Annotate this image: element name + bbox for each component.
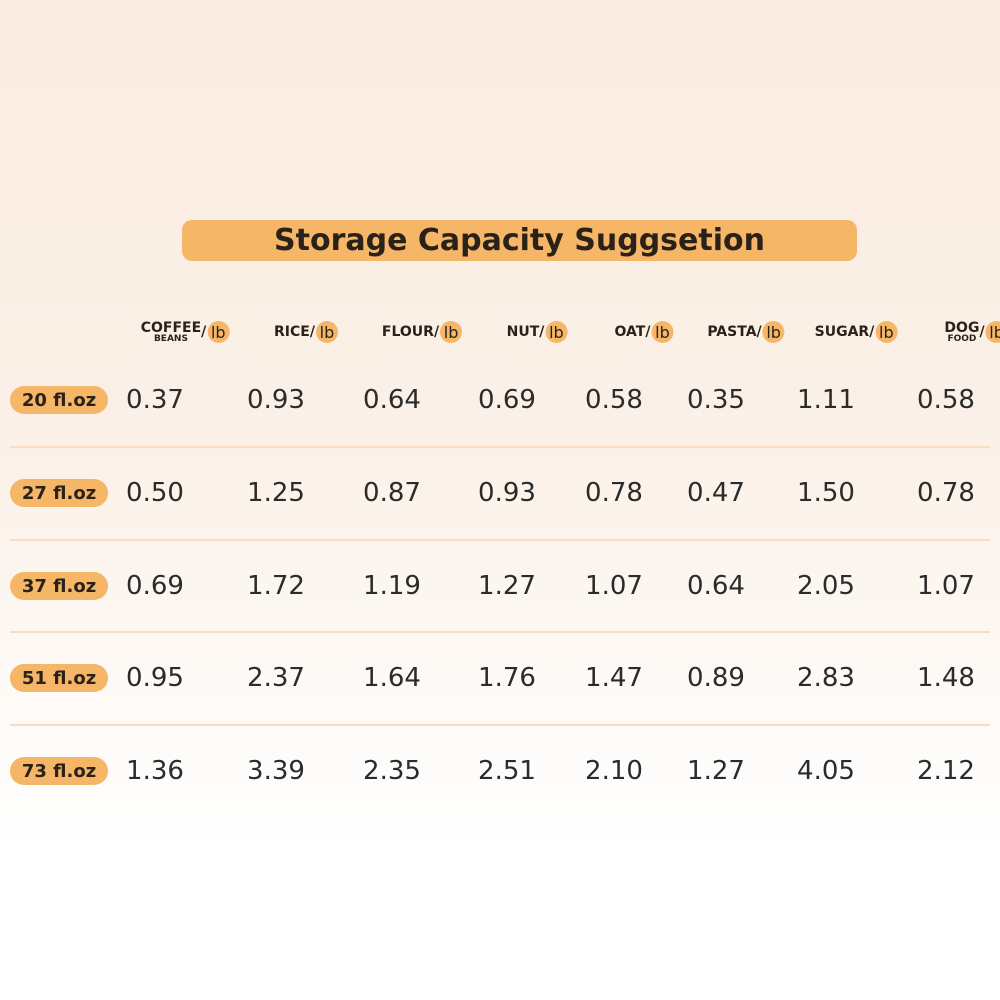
cell: 0.89 bbox=[687, 663, 745, 693]
column-header: COFFEE BEANS / lb bbox=[141, 312, 230, 352]
header-sublabel: BEANS bbox=[153, 333, 188, 344]
cell: 0.95 bbox=[126, 663, 184, 693]
cell: 1.47 bbox=[585, 663, 643, 693]
column-header: NUT / lb bbox=[507, 312, 568, 352]
header-sublabel: FOOD bbox=[947, 333, 977, 344]
cell: 0.93 bbox=[478, 478, 536, 508]
cell: 2.51 bbox=[478, 756, 536, 786]
header-sep: / bbox=[433, 324, 440, 340]
header-label: FLOUR bbox=[381, 324, 434, 340]
cell: 0.35 bbox=[687, 385, 745, 415]
cell: 2.10 bbox=[585, 756, 643, 786]
cell: 1.76 bbox=[478, 663, 536, 693]
cell: 1.72 bbox=[247, 571, 305, 601]
cell: 0.50 bbox=[126, 478, 184, 508]
cell: 1.27 bbox=[478, 571, 536, 601]
cell: 3.39 bbox=[247, 756, 305, 786]
row-label: 27 fl.oz bbox=[10, 479, 108, 507]
cell: 2.12 bbox=[917, 756, 975, 786]
row-separator bbox=[10, 631, 990, 633]
cell: 0.64 bbox=[687, 571, 745, 601]
row-separator bbox=[10, 723, 990, 726]
header-sep: / bbox=[201, 324, 207, 340]
row-separator bbox=[10, 445, 990, 448]
cell: 0.37 bbox=[126, 385, 184, 415]
cell: 0.93 bbox=[247, 385, 305, 415]
header-stack: COFFEE BEANS bbox=[141, 321, 201, 344]
cell: 0.47 bbox=[687, 478, 745, 508]
cell: 1.27 bbox=[687, 756, 745, 786]
header-label: RICE bbox=[274, 324, 310, 340]
cell: 1.07 bbox=[917, 571, 975, 601]
cell: 0.69 bbox=[478, 385, 536, 415]
header-label: DOG bbox=[944, 319, 980, 336]
header-label: NUT bbox=[506, 324, 540, 340]
row-separator bbox=[10, 538, 990, 541]
row-label: 51 fl.oz bbox=[10, 664, 108, 692]
cell: 1.07 bbox=[585, 571, 643, 601]
cell: 2.35 bbox=[363, 756, 421, 786]
header-sep: / bbox=[979, 324, 985, 340]
header-label: SUGAR bbox=[814, 324, 870, 340]
cell: 2.05 bbox=[797, 571, 855, 601]
row-label: 37 fl.oz bbox=[10, 572, 108, 600]
header-unit: lb bbox=[651, 321, 674, 343]
cell: 1.25 bbox=[247, 478, 305, 508]
column-header: SUGAR / lb bbox=[815, 312, 898, 352]
cell: 0.64 bbox=[363, 385, 421, 415]
cell: 2.37 bbox=[247, 663, 305, 693]
row-label: 73 fl.oz bbox=[10, 757, 108, 785]
column-header: OAT / lb bbox=[615, 312, 674, 352]
column-header: PASTA / lb bbox=[707, 312, 785, 352]
cell: 0.69 bbox=[126, 571, 184, 601]
header-sep: / bbox=[309, 324, 315, 340]
header-unit: lb bbox=[875, 321, 898, 343]
cell: 2.83 bbox=[797, 663, 855, 693]
cell: 1.50 bbox=[797, 478, 855, 508]
header-sep: / bbox=[539, 324, 545, 340]
cell: 1.64 bbox=[363, 663, 421, 693]
header-unit: lb bbox=[440, 321, 463, 343]
title: Storage Capacity Suggsetion bbox=[182, 220, 857, 261]
column-header: FLOUR / lb bbox=[381, 312, 463, 352]
row-label: 20 fl.oz bbox=[10, 386, 108, 414]
cell: 1.19 bbox=[363, 571, 421, 601]
cell: 0.78 bbox=[917, 478, 975, 508]
header-sep: / bbox=[645, 324, 651, 340]
column-header: RICE / lb bbox=[274, 312, 338, 352]
header-unit: lb bbox=[207, 321, 230, 343]
header-unit: lb bbox=[545, 321, 568, 343]
header-stack: DOG FOOD bbox=[944, 321, 979, 344]
header-sep: / bbox=[756, 324, 762, 340]
header-label: COFFEE bbox=[140, 319, 202, 336]
cell: 4.05 bbox=[797, 756, 855, 786]
cell: 1.48 bbox=[917, 663, 975, 693]
cell: 0.58 bbox=[585, 385, 643, 415]
header-sep: / bbox=[869, 324, 875, 340]
column-header: DOG FOOD / lb bbox=[944, 312, 1000, 352]
header-unit: lb bbox=[762, 321, 785, 343]
cell: 0.78 bbox=[585, 478, 643, 508]
header-label: PASTA bbox=[707, 324, 757, 340]
cell: 1.36 bbox=[126, 756, 184, 786]
cell: 0.87 bbox=[363, 478, 421, 508]
header-unit: lb bbox=[315, 321, 338, 343]
header-label: OAT bbox=[614, 324, 646, 340]
cell: 0.58 bbox=[917, 385, 975, 415]
header-unit: lb bbox=[985, 321, 1000, 343]
cell: 1.11 bbox=[797, 385, 855, 415]
